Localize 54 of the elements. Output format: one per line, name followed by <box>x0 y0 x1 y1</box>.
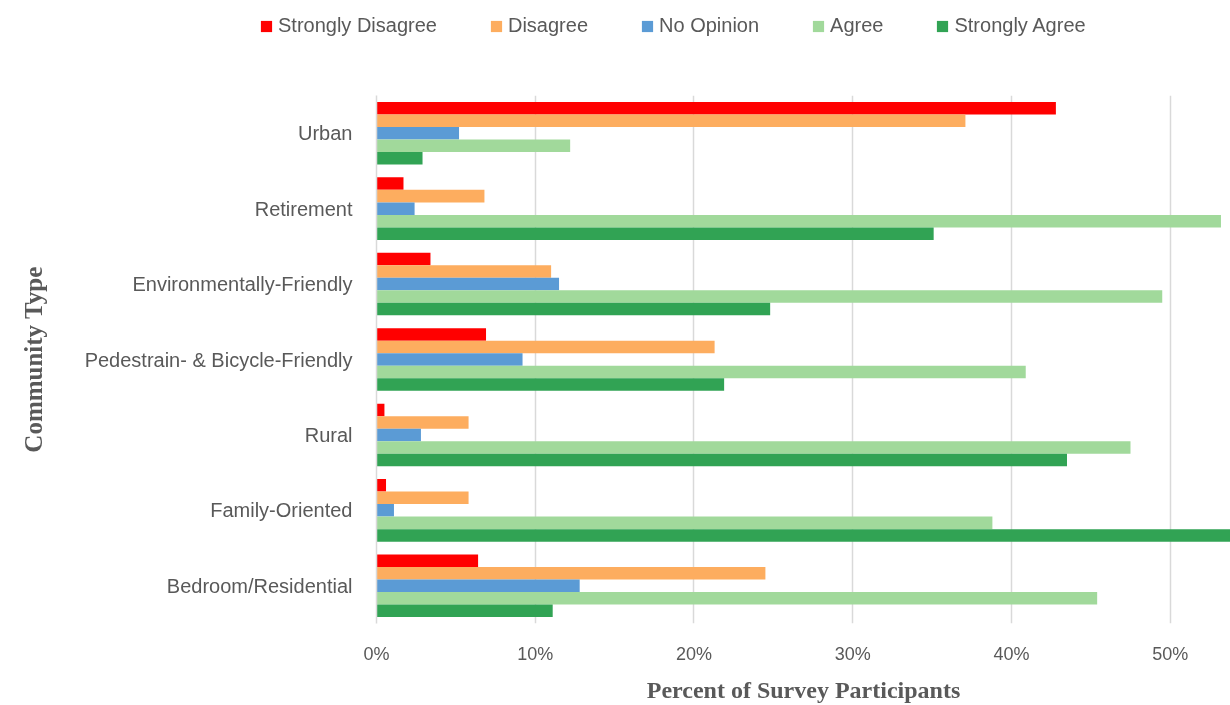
bar <box>376 328 487 341</box>
bar <box>376 416 469 429</box>
bar <box>376 353 523 366</box>
y-tick-label: Bedroom/Residential <box>166 574 353 597</box>
bar <box>376 252 431 266</box>
bar <box>376 579 580 593</box>
bar <box>376 126 460 140</box>
y-tick-label: Pedestrain- & Bicycle-Friendly <box>84 348 353 371</box>
bar <box>376 340 715 354</box>
bar <box>376 139 571 152</box>
bar <box>376 604 553 618</box>
bar <box>376 504 394 517</box>
bar <box>376 378 725 391</box>
x-tick-label: 50% <box>1152 643 1189 664</box>
bar <box>376 114 966 127</box>
bar <box>376 265 552 278</box>
bar <box>376 152 423 165</box>
x-tick-label: 30% <box>834 643 871 664</box>
bar <box>376 202 415 215</box>
bar <box>376 479 387 492</box>
bar <box>376 290 1163 303</box>
bar <box>376 365 1026 379</box>
bar <box>376 101 1056 115</box>
x-tick-label: 10% <box>517 643 554 664</box>
x-tick-label: 20% <box>675 643 712 664</box>
x-axis-title: Percent of Survey Participants <box>646 676 961 703</box>
bar <box>376 529 1230 542</box>
bar <box>376 567 766 580</box>
bar <box>376 214 1221 228</box>
legend-label: Strongly Disagree <box>278 14 437 37</box>
bar <box>376 227 934 240</box>
bar <box>376 277 560 291</box>
bar <box>376 491 469 505</box>
x-tick-label: 0% <box>363 643 390 664</box>
y-tick-label: Urban <box>298 122 353 145</box>
bar <box>376 189 485 203</box>
bar <box>376 177 404 190</box>
bar <box>376 516 993 530</box>
bar <box>376 453 1067 467</box>
legend-label: Strongly Agree <box>954 14 1086 37</box>
legend-label: Agree <box>830 14 884 37</box>
bar <box>376 592 1098 605</box>
y-tick-label: Retirement <box>254 197 353 220</box>
y-tick-label: Environmentally-Friendly <box>132 273 353 296</box>
legend-label: Disagree <box>507 14 589 37</box>
bar <box>376 302 771 316</box>
legend-label: No Opinion <box>659 14 760 37</box>
y-tick-label: Family-Oriented <box>210 499 353 522</box>
x-tick-label: 40% <box>993 643 1030 664</box>
y-axis-title: Community Type <box>19 266 47 453</box>
bar <box>376 428 421 442</box>
bar <box>376 554 479 567</box>
y-tick-label: Rural <box>304 423 353 446</box>
bar <box>376 441 1131 454</box>
